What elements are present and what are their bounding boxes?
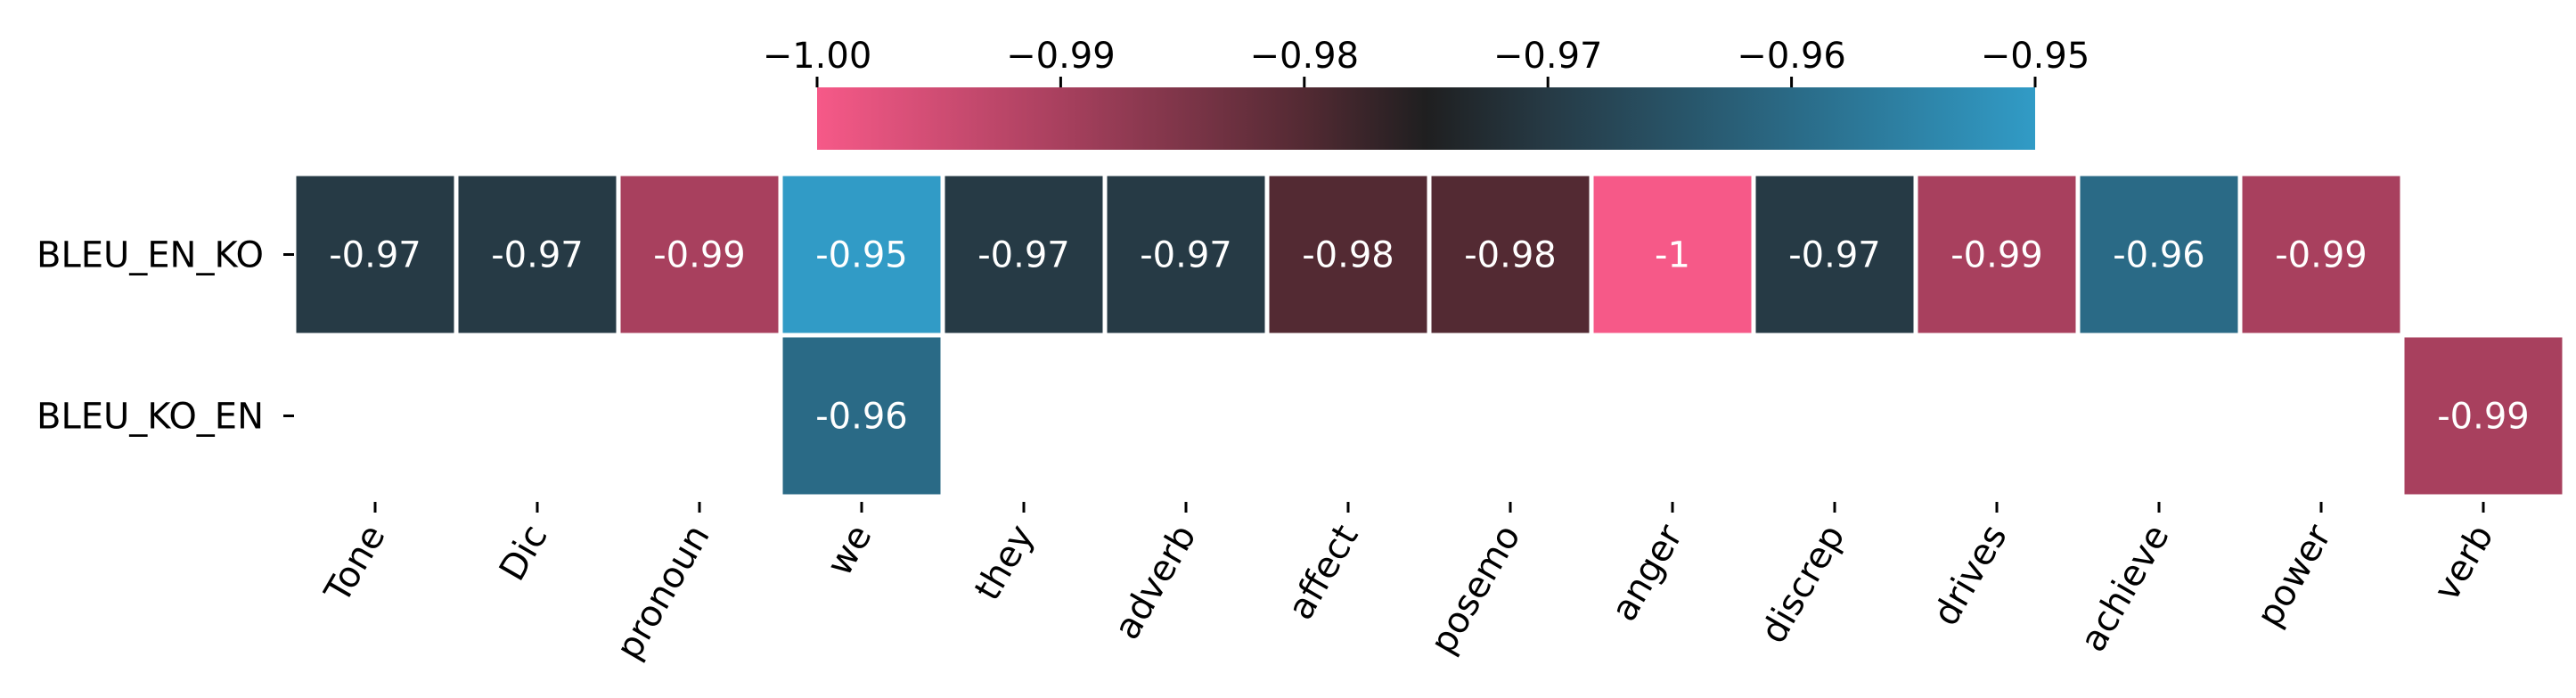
column-label: discrep: [1753, 518, 1852, 650]
heatmap-cell-label: -0.95: [815, 235, 908, 276]
heatmap-cell-label: -0.99: [1950, 235, 2043, 276]
heatmap-cell: -0.95: [782, 176, 941, 333]
heatmap-cell-fill: [1755, 176, 1914, 333]
heatmap-cell-label: -0.97: [1788, 235, 1881, 276]
column-label: posemo: [1422, 518, 1528, 661]
heatmap-cell-label: -0.99: [653, 235, 746, 276]
heatmap-cell: -0.96: [782, 337, 941, 495]
heatmap-cell: -0.99: [620, 176, 779, 333]
heatmap-cell-fill: [296, 176, 454, 333]
heatmap-cell: -0.97: [296, 176, 454, 333]
column-label: adverb: [1107, 518, 1205, 646]
heatmap-cell: -0.99: [2242, 176, 2400, 333]
heatmap-cell-label: -0.97: [977, 235, 1070, 276]
heatmap-cell-fill: [1918, 176, 2076, 333]
heatmap-cell-fill: [782, 176, 941, 333]
column-label: Dic: [492, 518, 556, 587]
row-label: BLEU_EN_KO: [37, 235, 264, 276]
colorbar: −1.00 −0.99 −0.98 −0.97 −0.96 −0.95: [763, 36, 2090, 150]
column-label: power: [2249, 518, 2340, 635]
heatmap-cell-label: -0.98: [1302, 235, 1394, 276]
heatmap-cell-fill: [1431, 176, 1590, 333]
row-label: BLEU_KO_EN: [37, 397, 264, 438]
heatmap-cell: -0.97: [1755, 176, 1914, 333]
heatmap-cell-label: -1: [1655, 235, 1690, 276]
heatmap-cell-label: -0.98: [1464, 235, 1557, 276]
column-label: verb: [2426, 518, 2502, 608]
heatmap-cell-label: -0.97: [1140, 235, 1232, 276]
heatmap-cell: -0.96: [2080, 176, 2238, 333]
heatmap-cell-fill: [2404, 337, 2563, 495]
colorbar-gradient: [817, 87, 2035, 150]
heatmap-cell-label: -0.99: [2275, 235, 2367, 276]
heatmap-cell-fill: [1593, 176, 1752, 333]
colorbar-ticks: −1.00 −0.99 −0.98 −0.97 −0.96 −0.95: [763, 36, 2090, 87]
heatmap-cell: -0.97: [458, 176, 617, 333]
heatmap-cell-fill: [458, 176, 617, 333]
heatmap-cells: -0.97 -0.97 -0.99 -0.95 -0.97 -0.97 -0.98 -0.98…: [296, 176, 2563, 495]
colorbar-tick-label: −0.95: [1981, 36, 2090, 77]
heatmap-cell-fill: [2080, 176, 2238, 333]
colorbar-tick-label: −0.98: [1250, 36, 1360, 77]
heatmap-cell-label: -0.97: [491, 235, 584, 276]
heatmap-cell: -1: [1593, 176, 1752, 333]
colorbar-tick-label: −0.99: [1006, 36, 1116, 77]
heatmap-cell-fill: [945, 176, 1103, 333]
colorbar-tick-label: −0.96: [1737, 36, 1846, 77]
column-label: Tone: [316, 518, 393, 611]
column-label: anger: [1604, 518, 1691, 628]
heatmap-cell-fill: [1107, 176, 1265, 333]
heatmap-cell-fill: [2242, 176, 2400, 333]
heatmap-cell: -0.97: [1107, 176, 1265, 333]
heatmap-cell-label: -0.99: [2437, 397, 2530, 438]
column-label: affect: [1280, 518, 1367, 627]
heatmap-cell: -0.98: [1431, 176, 1590, 333]
row-labels: BLEU_EN_KO BLEU_KO_EN: [37, 235, 294, 438]
column-labels: Tone Dic pronoun we they adverb affect posemo an…: [316, 502, 2502, 667]
heatmap-cell: -0.97: [945, 176, 1103, 333]
column-label: drives: [1926, 518, 2016, 633]
colorbar-tick-label: −1.00: [763, 36, 872, 77]
column-label: they: [967, 518, 1043, 607]
heatmap-cell: -0.99: [2404, 337, 2563, 495]
heatmap-cell-fill: [1269, 176, 1427, 333]
column-label: we: [819, 518, 880, 583]
column-label: achieve: [2073, 518, 2178, 659]
heatmap-cell-label: -0.96: [2113, 235, 2205, 276]
heatmap-cell-label: -0.96: [815, 397, 908, 438]
colorbar-tick-label: −0.97: [1493, 36, 1603, 77]
heatmap-cell: -0.99: [1918, 176, 2076, 333]
heatmap-cell-fill: [620, 176, 779, 333]
heatmap-cell-label: -0.97: [329, 235, 421, 276]
heatmap-cell: -0.98: [1269, 176, 1427, 333]
heatmap-cell-fill: [782, 337, 941, 495]
column-label: pronoun: [609, 518, 718, 667]
